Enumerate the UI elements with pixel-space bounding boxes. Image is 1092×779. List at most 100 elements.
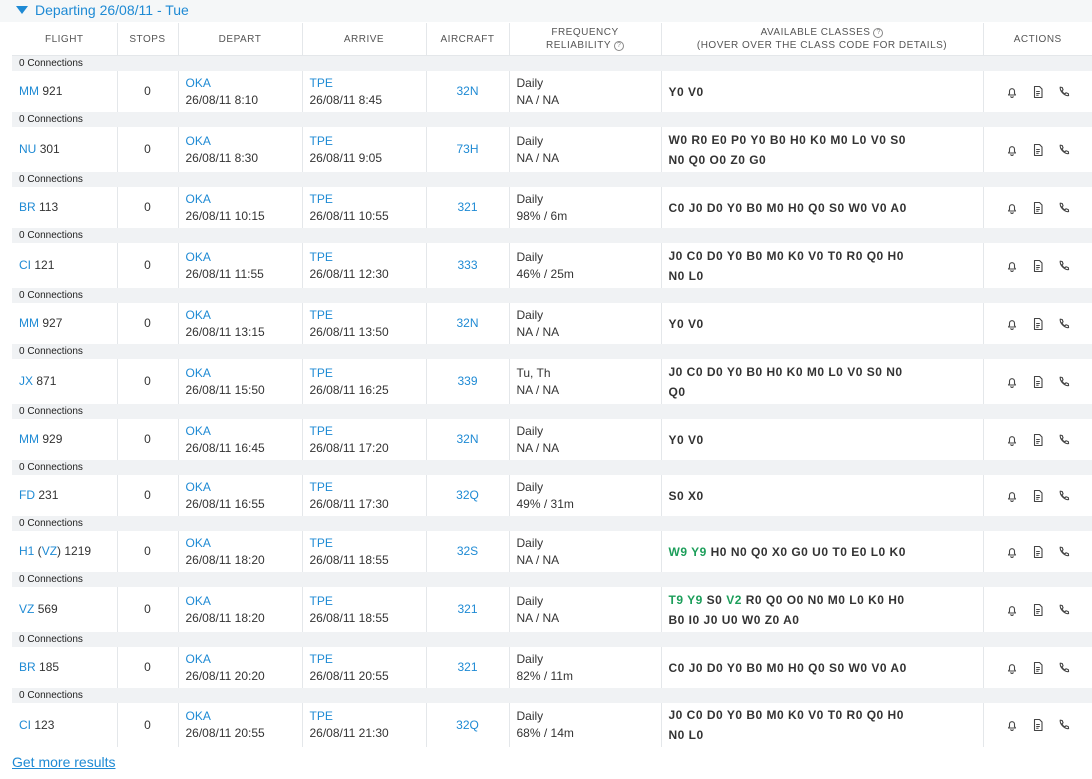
arrive-airport-link[interactable]: TPE [309, 133, 333, 148]
depart-airport-link[interactable]: OKA [185, 593, 211, 608]
depart-airport-link[interactable]: OKA [185, 535, 211, 550]
aircraft-link[interactable]: 32N [456, 316, 479, 330]
bell-icon[interactable] [1005, 259, 1019, 273]
class-codes[interactable]: N0 L0 [668, 268, 704, 283]
document-icon[interactable] [1031, 143, 1045, 157]
available-class-codes[interactable]: W9 Y9 [668, 544, 707, 559]
airline-code-link[interactable]: BR [19, 200, 36, 214]
arrive-airport-link[interactable]: TPE [309, 479, 333, 494]
phone-icon[interactable] [1057, 143, 1071, 157]
class-codes[interactable]: Y0 V0 [668, 316, 704, 331]
operator-code-link[interactable]: VZ [41, 544, 58, 558]
phone-icon[interactable] [1057, 259, 1071, 273]
aircraft-link[interactable]: 32Q [456, 717, 479, 732]
aircraft-link[interactable]: 333 [457, 258, 478, 272]
airline-code-link[interactable]: CI [19, 717, 31, 732]
phone-icon[interactable] [1057, 433, 1071, 447]
document-icon[interactable] [1031, 545, 1045, 559]
class-codes[interactable]: H0 N0 Q0 X0 G0 U0 T0 E0 L0 K0 [710, 544, 906, 559]
bell-icon[interactable] [1005, 317, 1019, 331]
arrive-airport-link[interactable]: TPE [309, 593, 333, 608]
class-codes[interactable]: C0 J0 D0 Y0 B0 M0 H0 Q0 S0 W0 V0 A0 [668, 660, 907, 675]
depart-airport-link[interactable]: OKA [185, 249, 211, 264]
class-codes[interactable]: J0 C0 D0 Y0 B0 M0 K0 V0 T0 R0 Q0 H0 [668, 248, 904, 263]
aircraft-link[interactable]: 321 [457, 200, 478, 214]
document-icon[interactable] [1031, 375, 1045, 389]
depart-airport-link[interactable]: OKA [185, 423, 211, 438]
available-class-codes[interactable]: V2 [726, 592, 742, 607]
class-codes[interactable]: W0 R0 E0 P0 Y0 B0 H0 K0 M0 L0 V0 S0 [668, 132, 906, 147]
phone-icon[interactable] [1057, 85, 1071, 99]
bell-icon[interactable] [1005, 375, 1019, 389]
class-codes[interactable]: R0 Q0 O0 N0 M0 L0 K0 H0 [745, 592, 905, 607]
class-codes[interactable]: Y0 V0 [668, 432, 704, 447]
document-icon[interactable] [1031, 317, 1045, 331]
depart-airport-link[interactable]: OKA [185, 133, 211, 148]
depart-airport-link[interactable]: OKA [185, 307, 211, 322]
phone-icon[interactable] [1057, 489, 1071, 503]
class-codes[interactable]: N0 L0 [668, 728, 704, 742]
depart-airport-link[interactable]: OKA [185, 479, 211, 494]
depart-airport-link[interactable]: OKA [185, 191, 211, 206]
aircraft-link[interactable]: 32Q [456, 488, 479, 502]
phone-icon[interactable] [1057, 201, 1071, 215]
phone-icon[interactable] [1057, 375, 1071, 389]
arrive-airport-link[interactable]: TPE [309, 365, 333, 380]
bell-icon[interactable] [1005, 661, 1019, 675]
class-codes[interactable]: B0 I0 J0 U0 W0 Z0 A0 [668, 612, 800, 627]
airline-code-link[interactable]: JX [19, 374, 34, 388]
airline-code-link[interactable]: MM [19, 316, 39, 330]
document-icon[interactable] [1031, 603, 1045, 617]
arrive-airport-link[interactable]: TPE [309, 191, 333, 206]
document-icon[interactable] [1031, 259, 1045, 273]
class-codes[interactable]: Y0 V0 [668, 84, 704, 99]
bell-icon[interactable] [1005, 143, 1019, 157]
aircraft-link[interactable]: 32N [456, 84, 479, 98]
document-icon[interactable] [1031, 201, 1045, 215]
class-codes[interactable]: C0 J0 D0 Y0 B0 M0 H0 Q0 S0 W0 V0 A0 [668, 200, 907, 215]
airline-code-link[interactable]: NU [19, 142, 37, 156]
phone-icon[interactable] [1057, 718, 1071, 732]
departure-title[interactable]: Departing 26/08/11 - Tue [35, 2, 189, 18]
arrive-airport-link[interactable]: TPE [309, 307, 333, 322]
depart-airport-link[interactable]: OKA [185, 75, 211, 90]
document-icon[interactable] [1031, 718, 1045, 732]
document-icon[interactable] [1031, 661, 1045, 675]
arrive-airport-link[interactable]: TPE [309, 535, 333, 550]
airline-code-link[interactable]: MM [19, 432, 39, 446]
phone-icon[interactable] [1057, 603, 1071, 617]
available-class-codes[interactable]: T9 Y9 [668, 592, 703, 607]
bell-icon[interactable] [1005, 489, 1019, 503]
depart-airport-link[interactable]: OKA [185, 365, 211, 380]
class-codes[interactable]: Q0 [668, 384, 686, 399]
arrive-airport-link[interactable]: TPE [309, 249, 333, 264]
document-icon[interactable] [1031, 489, 1045, 503]
bell-icon[interactable] [1005, 85, 1019, 99]
aircraft-link[interactable]: 32N [456, 432, 479, 446]
airline-code-link[interactable]: VZ [19, 602, 35, 616]
arrive-airport-link[interactable]: TPE [309, 651, 333, 666]
airline-code-link[interactable]: MM [19, 84, 39, 98]
arrive-airport-link[interactable]: TPE [309, 75, 333, 90]
bell-icon[interactable] [1005, 603, 1019, 617]
bell-icon[interactable] [1005, 201, 1019, 215]
phone-icon[interactable] [1057, 317, 1071, 331]
depart-airport-link[interactable]: OKA [185, 651, 211, 666]
airline-code-link[interactable]: CI [19, 258, 31, 272]
airline-code-link[interactable]: BR [19, 660, 36, 674]
class-codes[interactable]: S0 X0 [668, 488, 704, 503]
help-icon[interactable]: ? [873, 28, 884, 38]
document-icon[interactable] [1031, 85, 1045, 99]
document-icon[interactable] [1031, 433, 1045, 447]
phone-icon[interactable] [1057, 545, 1071, 559]
arrive-airport-link[interactable]: TPE [309, 709, 333, 723]
class-codes[interactable]: J0 C0 D0 Y0 B0 M0 K0 V0 T0 R0 Q0 H0 [668, 708, 904, 722]
aircraft-link[interactable]: 321 [457, 660, 478, 674]
aircraft-link[interactable]: 32S [456, 544, 479, 558]
airline-code-link[interactable]: H1 [19, 544, 35, 558]
help-icon[interactable]: ? [613, 41, 624, 51]
collapse-triangle-icon[interactable] [16, 6, 28, 14]
aircraft-link[interactable]: 321 [457, 602, 478, 616]
airline-code-link[interactable]: FD [19, 488, 35, 502]
get-more-results-link[interactable]: Get more results [12, 754, 116, 770]
